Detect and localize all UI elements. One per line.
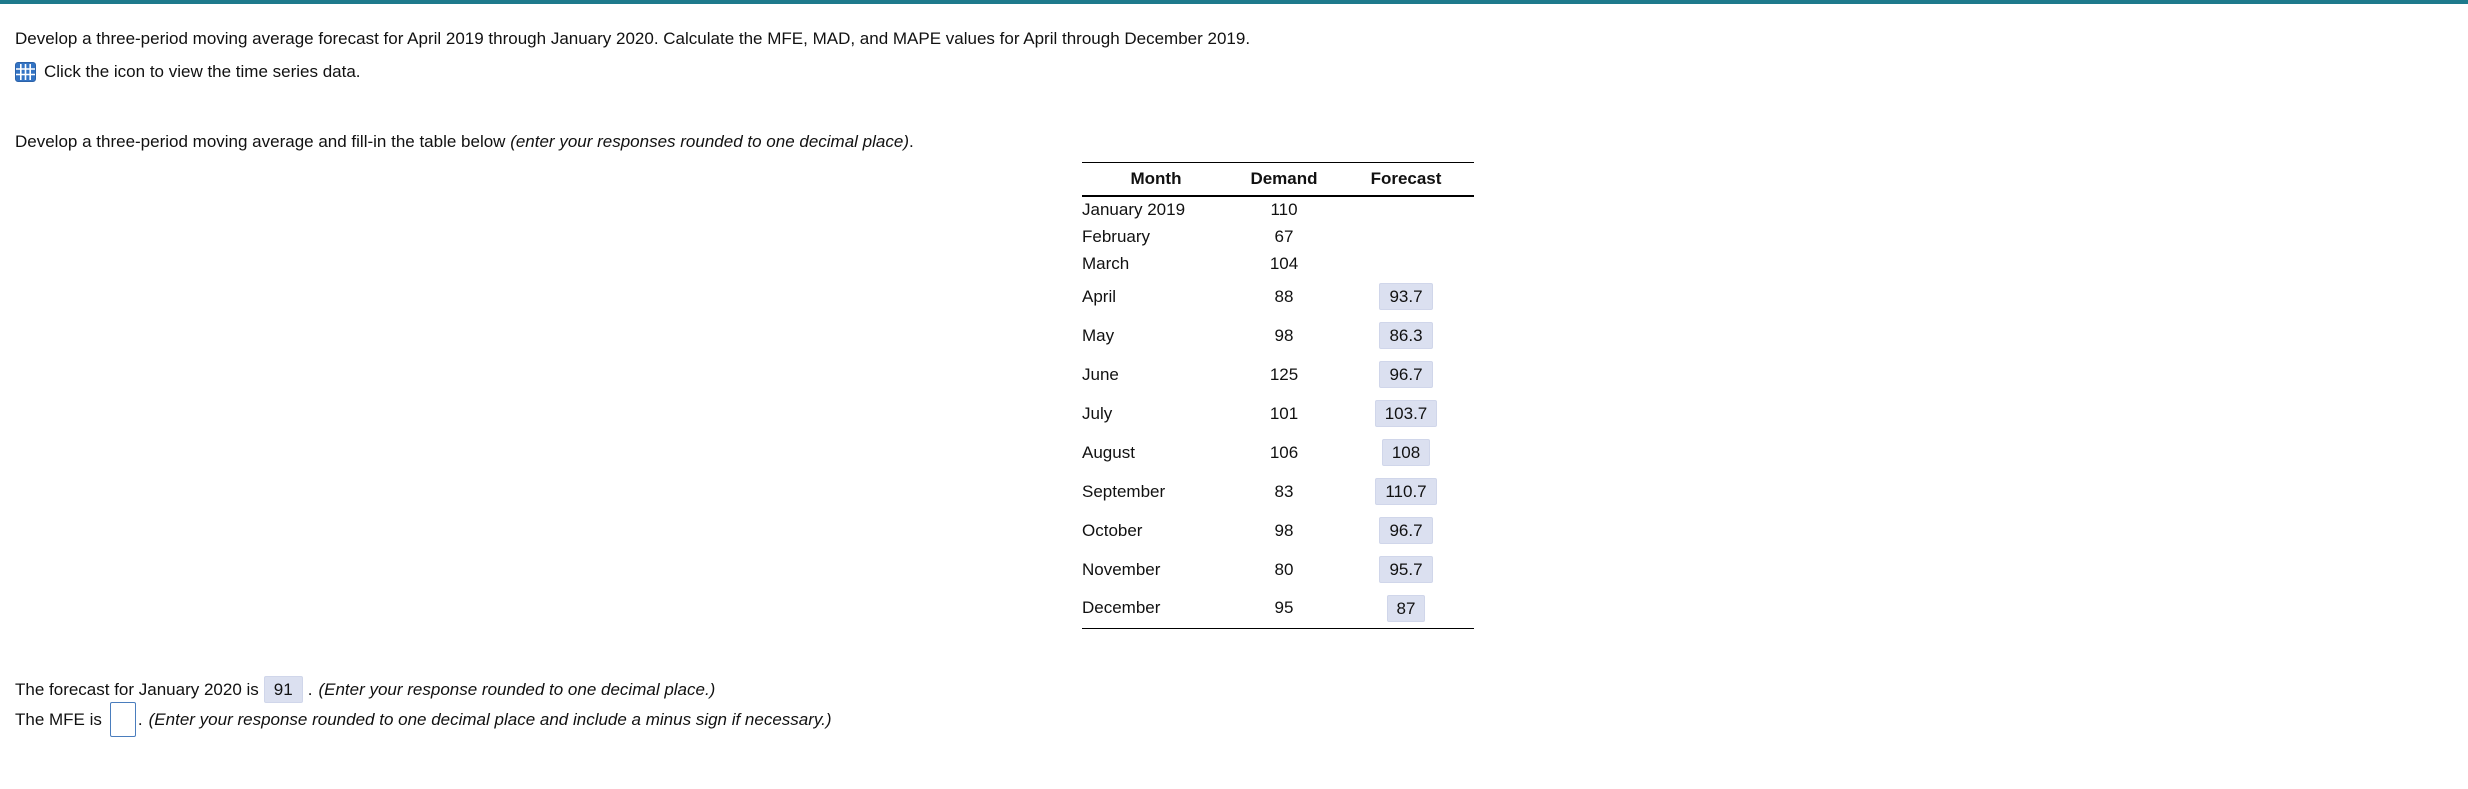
forecast-cell: [1338, 223, 1474, 250]
month-cell: April: [1082, 286, 1117, 306]
table-row: October 98 96.7: [1082, 511, 1474, 550]
demand-cell: 88: [1274, 286, 1294, 306]
january-line-prefix: The forecast for January 2020 is: [15, 680, 259, 699]
forecast-answer[interactable]: 103.7: [1374, 400, 1438, 427]
table-row: September 83 110.7: [1082, 472, 1474, 511]
demand-cell: 101: [1269, 403, 1299, 423]
demand-cell: 125: [1269, 364, 1299, 384]
table-row: August 106 108: [1082, 433, 1474, 472]
instruction-italic-note: (enter your responses rounded to one dec…: [510, 132, 909, 151]
mfe-line-period: .: [137, 709, 143, 729]
demand-cell: 80: [1274, 559, 1294, 579]
month-cell: March: [1082, 253, 1130, 273]
forecast-cell: 93.7: [1338, 277, 1474, 316]
month-cell: December: [1082, 598, 1161, 618]
forecast-answer[interactable]: 110.7: [1375, 478, 1437, 505]
forecast-cell: 87: [1338, 589, 1474, 628]
month-cell: January 2019: [1082, 200, 1186, 219]
demand-cell: 106: [1269, 442, 1299, 462]
forecast-answer[interactable]: 96.7: [1379, 361, 1433, 388]
forecast-cell: [1338, 196, 1474, 223]
demand-cell: 98: [1274, 325, 1294, 345]
table-row: May 98 86.3: [1082, 316, 1474, 355]
problem-statement: Develop a three-period moving average fo…: [15, 29, 1251, 48]
table-row: June 125 96.7: [1082, 355, 1474, 394]
table-row: July 101 103.7: [1082, 394, 1474, 433]
forecast-cell: 86.3: [1338, 316, 1474, 355]
forecast-cell: [1338, 250, 1474, 277]
table-row: November 80 95.7: [1082, 550, 1474, 589]
demand-cell: 110: [1270, 200, 1298, 219]
forecast-answer[interactable]: 86.3: [1379, 322, 1433, 349]
forecast-answer[interactable]: 93.7: [1379, 283, 1433, 310]
forecast-cell: 103.7: [1338, 394, 1474, 433]
month-cell: May: [1082, 325, 1115, 345]
icon-row: Click the icon to view the time series d…: [15, 62, 361, 82]
top-accent-bar: [0, 0, 2468, 4]
forecast-cell: 95.7: [1338, 550, 1474, 589]
january-forecast-line: The forecast for January 2020 is 91. (Ente…: [15, 676, 715, 703]
instruction-normal-text: Develop a three-period moving average an…: [15, 132, 511, 151]
month-cell: June: [1082, 364, 1119, 384]
forecast-cell: 96.7: [1338, 511, 1474, 550]
column-header-month: Month: [1082, 162, 1230, 197]
table-row: December 95 87: [1082, 589, 1474, 628]
forecast-answer[interactable]: 108: [1381, 439, 1431, 466]
table-row: March 104: [1082, 250, 1474, 277]
forecast-answer[interactable]: 87: [1386, 594, 1426, 622]
forecast-answer[interactable]: 96.7: [1379, 517, 1433, 544]
month-cell: July: [1082, 403, 1113, 423]
forecast-cell: 96.7: [1338, 355, 1474, 394]
month-cell: November: [1082, 559, 1161, 579]
demand-cell: 83: [1274, 481, 1294, 501]
demand-cell: 95: [1274, 598, 1294, 618]
table-header: Month Demand Forecast: [1082, 162, 1474, 197]
instruction-end-period: .: [908, 132, 914, 151]
icon-note-label: Click the icon to view the time series d…: [44, 62, 361, 81]
column-header-demand: Demand: [1230, 162, 1338, 197]
month-cell: October: [1082, 520, 1143, 540]
demand-cell: 67: [1274, 226, 1294, 246]
table-row: January 2019 110: [1082, 196, 1474, 223]
demand-cell: 98: [1274, 520, 1294, 540]
mfe-line-note: (Enter your response rounded to one deci…: [148, 709, 832, 729]
month-cell: August: [1082, 442, 1135, 462]
january-forecast-answer[interactable]: 91: [263, 676, 303, 703]
forecast-table-body: January 2019 110 February 67 March 104 April 88…: [1082, 196, 1474, 628]
demand-cell: 104: [1269, 253, 1299, 273]
mfe-input[interactable]: [109, 702, 136, 737]
forecast-answer[interactable]: 95.7: [1379, 556, 1433, 583]
january-line-period: .: [307, 680, 313, 699]
mfe-line-prefix: The MFE is: [15, 709, 102, 729]
table-row: April 88 93.7: [1082, 277, 1474, 316]
data-table-icon[interactable]: [15, 62, 36, 82]
fill-table-instruction: Develop a three-period moving average an…: [15, 131, 914, 153]
january-line-note: (Enter your response rounded to one deci…: [318, 680, 716, 699]
month-cell: September: [1082, 481, 1166, 501]
month-cell: February: [1082, 226, 1151, 246]
time-series-table: Month Demand Forecast January 2019 110 Feb…: [1082, 162, 1474, 629]
column-header-forecast: Forecast: [1338, 162, 1474, 197]
mfe-line: The MFE is. (Enter your response rounded …: [15, 702, 832, 737]
forecast-cell: 108: [1338, 433, 1474, 472]
table-row: February 67: [1082, 223, 1474, 250]
forecast-cell: 110.7: [1338, 472, 1474, 511]
